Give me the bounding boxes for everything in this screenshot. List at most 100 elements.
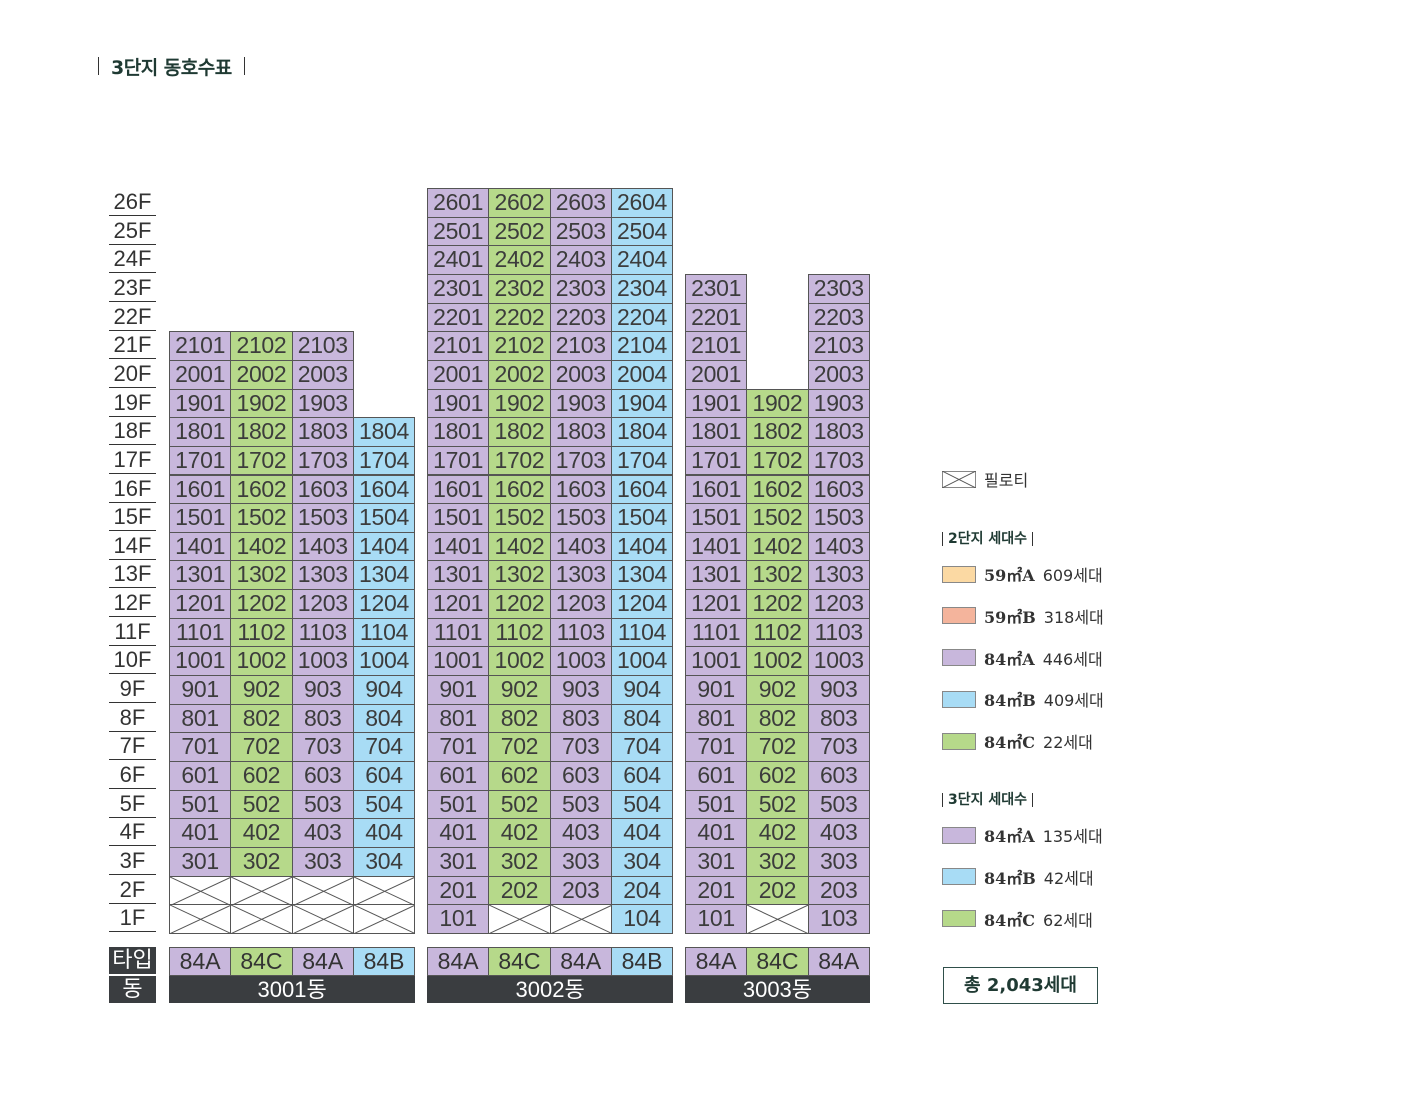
- unit-cell: 603: [549, 761, 612, 791]
- legend-item: 84㎡A 446세대: [942, 648, 1103, 669]
- unit-cell: 904: [610, 675, 674, 705]
- legend-item: 84㎡C 62세대: [942, 909, 1093, 930]
- unit-cell: 2201: [427, 302, 490, 333]
- unit-cell: 902: [746, 675, 809, 705]
- unit-cell: 403: [549, 818, 612, 848]
- unit-cell: 1601: [169, 474, 232, 505]
- unit-cell: 1402: [488, 531, 551, 562]
- unit-cell: 2403: [549, 245, 612, 275]
- unit-cell: 901: [169, 675, 232, 705]
- unit-type-cell: 84A: [685, 947, 748, 976]
- unit-cell: 1001: [685, 646, 748, 677]
- unit-cell: 2303: [549, 273, 612, 304]
- unit-cell: 502: [230, 789, 293, 820]
- unit-cell: 1204: [352, 589, 416, 619]
- unit-cell: 1301: [685, 560, 748, 591]
- unit-cell: 503: [291, 789, 354, 820]
- unit-cell: 204: [610, 875, 674, 906]
- pilotis-icon: [942, 470, 976, 488]
- unit-cell: 802: [746, 703, 809, 734]
- unit-type-cell: 84C: [488, 947, 551, 976]
- unit-cell: 504: [610, 789, 674, 820]
- pilotis-cell: [169, 904, 232, 934]
- unit-cell: 1603: [291, 474, 354, 505]
- unit-cell: 2101: [427, 331, 490, 361]
- unit-cell: 1101: [685, 617, 748, 648]
- unit-cell: 1903: [549, 388, 612, 419]
- pilotis-cell: [352, 875, 416, 906]
- unit-type-cell: 84A: [169, 947, 232, 976]
- title-text: 3단지 동호수표: [111, 56, 232, 79]
- legend-count: 446세대: [1042, 649, 1103, 669]
- unit-cell: 701: [685, 732, 748, 762]
- unit-type-cell: 84A: [291, 947, 354, 976]
- unit-cell: 1401: [427, 531, 490, 562]
- legend-complex3-heading: 3단지 세대수: [942, 789, 1038, 809]
- unit-cell: 1403: [549, 531, 612, 562]
- floor-label: 13F: [109, 560, 156, 589]
- unit-cell: 1703: [549, 445, 612, 476]
- unit-cell: 303: [291, 846, 354, 877]
- unit-cell: 902: [230, 675, 293, 705]
- unit-cell: 403: [807, 818, 870, 848]
- floor-label: 18F: [109, 417, 156, 446]
- unit-cell: 904: [352, 675, 416, 705]
- legend-swatch: [942, 649, 976, 667]
- unit-cell: 201: [685, 875, 748, 906]
- legend-area: 84㎡C: [984, 733, 1036, 753]
- unit-cell: 1302: [230, 560, 293, 591]
- unit-cell: 1602: [746, 474, 809, 505]
- unit-cell: 203: [549, 875, 612, 906]
- total-households: 총 2,043세대: [943, 967, 1098, 1004]
- floor-label: 16F: [109, 475, 156, 503]
- unit-cell: 503: [807, 789, 870, 820]
- unit-cell: 301: [685, 846, 748, 877]
- building-name-bar: 3002동: [427, 976, 674, 1003]
- unit-cell: 2404: [610, 245, 674, 275]
- unit-cell: 203: [807, 875, 870, 906]
- floor-label: 9F: [109, 675, 156, 704]
- unit-cell: 2103: [549, 331, 612, 361]
- unit-cell: 1904: [610, 388, 674, 419]
- unit-cell: 1004: [610, 646, 674, 677]
- pilotis-cell: [746, 904, 809, 934]
- unit-cell: 1601: [427, 474, 490, 505]
- unit-cell: 303: [807, 846, 870, 877]
- unit-cell: 604: [610, 761, 674, 791]
- legend-item: 84㎡A 135세대: [942, 825, 1103, 846]
- unit-type-cell: 84A: [549, 947, 612, 976]
- legend-area: 84㎡A: [984, 827, 1035, 846]
- unit-cell: 701: [169, 732, 232, 762]
- unit-cell: 1103: [807, 617, 870, 648]
- pilotis-cell: [488, 904, 551, 934]
- unit-cell: 1603: [807, 474, 870, 505]
- legend-item: 59㎡A 609세대: [942, 564, 1103, 585]
- unit-cell: 901: [685, 675, 748, 705]
- unit-cell: 603: [807, 761, 870, 791]
- unit-cell: 1303: [549, 560, 612, 591]
- floor-label: 23F: [109, 274, 156, 302]
- floor-label: 22F: [109, 303, 156, 331]
- unit-cell: 704: [610, 732, 674, 762]
- unit-cell: 2301: [427, 273, 490, 304]
- unit-cell: 2501: [427, 216, 490, 247]
- floor-label: 25F: [109, 217, 156, 245]
- floor-label: 11F: [109, 618, 156, 646]
- legend-item: 84㎡B 409세대: [942, 689, 1104, 710]
- unit-cell: 1903: [807, 388, 870, 419]
- unit-cell: 1802: [230, 417, 293, 447]
- unit-cell: 2602: [488, 188, 551, 218]
- unit-cell: 2202: [488, 302, 551, 333]
- legend-area: 84㎡C: [984, 910, 1036, 930]
- unit-cell: 1303: [807, 560, 870, 591]
- unit-cell: 2301: [685, 273, 748, 304]
- unit-cell: 1201: [427, 589, 490, 619]
- floor-label: 20F: [109, 360, 156, 388]
- unit-cell: 1204: [610, 589, 674, 619]
- unit-cell: 1504: [610, 503, 674, 533]
- unit-cell: 2104: [610, 331, 674, 361]
- floor-label: 6F: [109, 761, 156, 789]
- legend-item: 84㎡C 22세대: [942, 731, 1093, 753]
- unit-cell: 1401: [685, 531, 748, 562]
- type-row-header: 타입: [109, 947, 156, 974]
